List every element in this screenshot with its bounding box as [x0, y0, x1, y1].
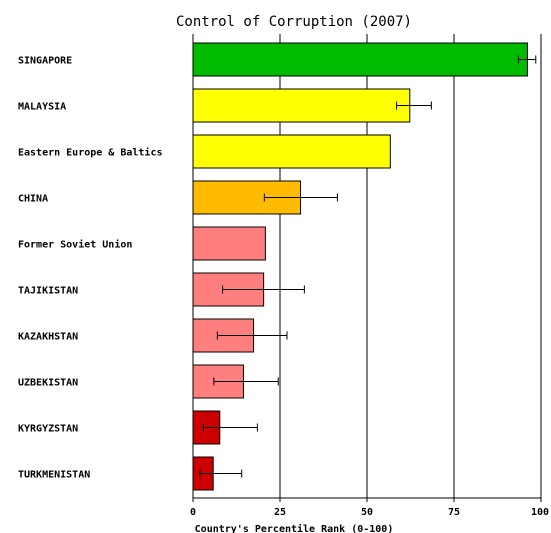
error-bar-china	[263, 193, 338, 202]
error-bar-malaysia	[396, 101, 432, 110]
category-label: KYRGYZSTAN	[18, 424, 78, 435]
category-label: CHINA	[18, 194, 48, 205]
error-bar-singapore	[517, 55, 537, 64]
error-bars-group	[199, 55, 537, 478]
category-labels: SINGAPORE MALAYSIA Eastern Europe & Baltic…	[18, 56, 163, 481]
x-tick-label: 100	[531, 507, 549, 518]
category-label: Former Soviet Union	[18, 239, 132, 251]
category-label: UZBEKISTAN	[18, 378, 78, 389]
bar-eastern-europe-baltics	[192, 134, 391, 169]
bar-malaysia	[192, 88, 411, 123]
category-label: KAZAKHSTAN	[18, 332, 78, 343]
x-axis-label: Country's Percentile Rank (0-100)	[195, 523, 394, 533]
bars-group	[192, 42, 528, 491]
error-bar-uzbekistan	[213, 377, 279, 386]
error-bar-kyrgyzstan	[202, 423, 258, 432]
category-label: TURKMENISTAN	[18, 470, 90, 481]
x-tick-label: 75	[448, 507, 460, 518]
category-label: Eastern Europe & Baltics	[18, 147, 163, 159]
chart-title: Control of Corruption (2007)	[176, 14, 412, 30]
category-label: TAJIKISTAN	[18, 286, 78, 297]
error-bar-kazakhstan	[216, 331, 288, 340]
x-tick-label: 0	[190, 507, 196, 518]
error-bar-turkmenistan	[199, 469, 243, 478]
x-tick-label: 50	[361, 507, 373, 518]
category-label: MALAYSIA	[18, 102, 66, 113]
bar-former-soviet-union	[192, 226, 266, 261]
error-bar-tajikistan	[222, 285, 305, 294]
x-axis: 0 25 50 75 100	[190, 497, 549, 518]
category-label: SINGAPORE	[18, 56, 72, 67]
bar-singapore	[192, 42, 528, 77]
x-tick-label: 25	[274, 507, 286, 518]
